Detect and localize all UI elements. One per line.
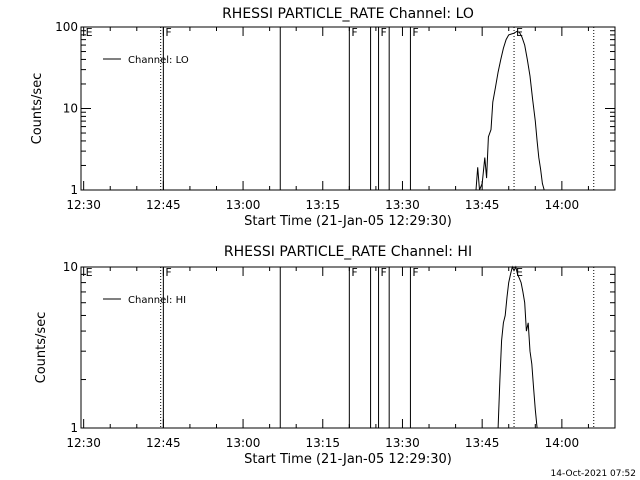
hi-x-tick-label: 13:45 <box>465 436 500 450</box>
hi-x-tick-label: 13:00 <box>226 436 261 450</box>
hi-marker-label: E <box>86 266 93 279</box>
lo-x-tick-label: 12:45 <box>146 198 181 212</box>
hi-x-axis-label: Start Time (21-Jan-05 12:29:30) <box>244 452 452 467</box>
hi-x-tick-label: 12:30 <box>66 436 101 450</box>
lo-marker-label: F <box>165 26 171 39</box>
lo-y-axis-label: Counts/sec <box>30 73 45 145</box>
lo-y-tick-label: 100 <box>55 20 78 34</box>
lo-x-tick-label: 13:15 <box>305 198 340 212</box>
lo-y-tick-label: 10 <box>63 102 78 116</box>
hi-chart-title: RHESSI PARTICLE_RATE Channel: HI <box>224 244 472 260</box>
hi-y-tick-label: 1 <box>70 421 78 435</box>
hi-x-tick-label: 14:00 <box>545 436 580 450</box>
lo-marker-label: F <box>381 26 387 39</box>
hi-legend-label: Channel: HI <box>128 295 186 306</box>
lo-x-tick-label: 13:30 <box>385 198 420 212</box>
lo-marker-label: E <box>86 26 93 39</box>
lo-x-tick-label: 14:00 <box>545 198 580 212</box>
hi-marker-label: F <box>412 266 418 279</box>
hi-y-axis-label: Counts/sec <box>34 312 49 384</box>
lo-x-tick-label: 13:00 <box>226 198 261 212</box>
lo-legend-label: Channel: LO <box>128 55 189 66</box>
lo-chart-title: RHESSI PARTICLE_RATE Channel: LO <box>222 6 474 22</box>
hi-x-tick-label: 12:45 <box>146 436 181 450</box>
hi-plot-frame <box>80 266 616 429</box>
hi-marker-label: F <box>381 266 387 279</box>
lo-marker-label: F <box>412 26 418 39</box>
hi-x-tick-label: 13:30 <box>385 436 420 450</box>
hi-marker-label: F <box>351 266 357 279</box>
lo-x-tick-label: 13:45 <box>465 198 500 212</box>
lo-x-tick-label: 12:30 <box>66 198 101 212</box>
lo-y-tick-label: 1 <box>70 183 78 197</box>
hi-marker-label: F <box>165 266 171 279</box>
hi-channel-panel: RHESSI PARTICLE_RATE Channel: HI 12:30 12:… <box>34 244 616 467</box>
lo-channel-panel: RHESSI PARTICLE_RATE Channel: LO 12:30 12:… <box>30 6 616 229</box>
lo-series-line <box>475 30 545 191</box>
hi-y-tick-label: 10 <box>63 260 78 274</box>
lo-marker-label: F <box>351 26 357 39</box>
timestamp: 14-Oct-2021 07:52 <box>551 469 636 479</box>
hi-marker-label: E <box>516 266 523 279</box>
hi-x-tick-label: 13:15 <box>305 436 340 450</box>
lo-x-axis-label: Start Time (21-Jan-05 12:29:30) <box>244 214 452 229</box>
hi-series-line <box>497 265 538 429</box>
